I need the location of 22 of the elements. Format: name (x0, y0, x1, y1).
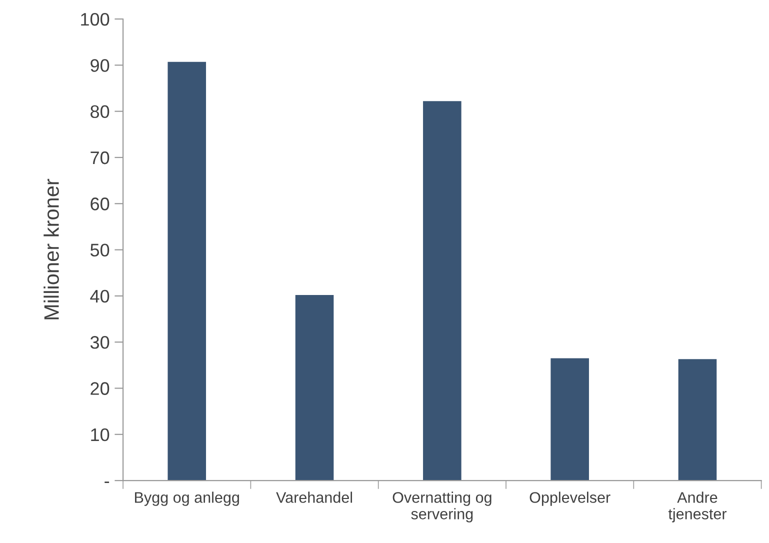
x-tick-label: Overnatting og servering (392, 492, 492, 522)
bar (168, 62, 206, 481)
bar (295, 295, 334, 481)
y-tick-label: 30 (90, 336, 110, 349)
y-tick-label: 60 (90, 198, 110, 210)
y-tick-label: - (104, 482, 110, 484)
bar (550, 358, 589, 481)
x-tick-label: Bygg og anlegg (135, 492, 239, 506)
y-tick-label: 40 (90, 290, 110, 303)
y-axis-title: Millioner kroner (44, 178, 59, 320)
bar (423, 101, 462, 481)
x-tick-label: Andre tjenester (668, 492, 727, 522)
y-tick-label: 70 (90, 151, 110, 164)
bar (678, 359, 717, 481)
y-tick-label: 10 (91, 428, 110, 442)
y-tick-label: 50 (90, 244, 110, 256)
y-tick-label: 90 (90, 59, 110, 72)
x-tick-label: Varehandel (276, 492, 352, 503)
y-tick-label: 100 (81, 12, 110, 26)
y-tick-label: 20 (90, 382, 110, 395)
x-tick-label: Opplevelser (530, 492, 610, 506)
y-tick-label: 80 (90, 105, 110, 118)
